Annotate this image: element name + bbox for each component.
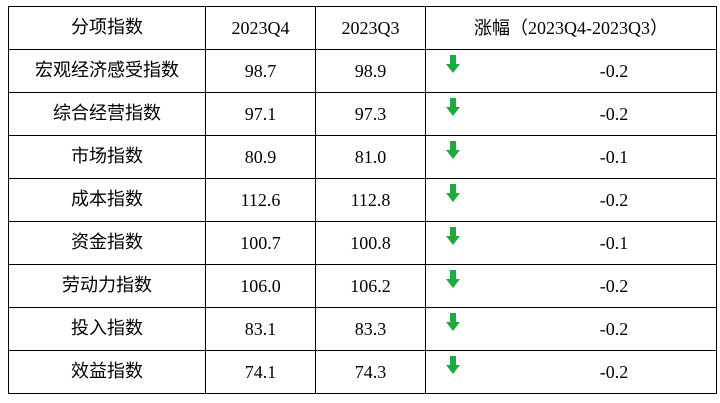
change-value: -0.2	[599, 362, 629, 382]
row-2023q3: 112.8	[315, 178, 426, 222]
row-2023q3: 106.2	[315, 264, 426, 308]
change-value: -0.1	[599, 147, 629, 167]
down-arrow-icon	[446, 98, 460, 116]
row-change: -0.2	[425, 92, 717, 136]
row-name: 综合经营指数	[8, 92, 206, 136]
table-body: 宏观经济感受指数 98.7 98.9 -0.2 综合经营指数 97.1 97.3…	[8, 49, 717, 394]
row-change: -0.2	[425, 264, 717, 308]
row-2023q3: 74.3	[315, 350, 426, 394]
change-value: -0.2	[599, 104, 629, 124]
down-arrow-icon	[446, 184, 460, 202]
change-value: -0.1	[599, 233, 629, 253]
change-value: -0.2	[599, 319, 629, 339]
row-2023q4: 100.7	[205, 221, 316, 265]
table-row: 效益指数 74.1 74.3 -0.2	[8, 350, 717, 394]
down-arrow-icon	[446, 141, 460, 159]
table-row: 投入指数 83.1 83.3 -0.2	[8, 307, 717, 351]
row-change: -0.2	[425, 49, 717, 93]
row-name: 成本指数	[8, 178, 206, 222]
table-row: 资金指数 100.7 100.8 -0.1	[8, 221, 717, 265]
header-sub-index: 分项指数	[8, 6, 206, 50]
down-arrow-icon	[446, 227, 460, 245]
row-2023q3: 97.3	[315, 92, 426, 136]
row-2023q4: 80.9	[205, 135, 316, 179]
table-row: 综合经营指数 97.1 97.3 -0.2	[8, 92, 717, 136]
row-change: -0.1	[425, 221, 717, 265]
down-arrow-icon	[446, 270, 460, 288]
change-value: -0.2	[599, 61, 629, 81]
down-arrow-icon	[446, 313, 460, 331]
table-row: 成本指数 112.6 112.8 -0.2	[8, 178, 717, 222]
row-change: -0.2	[425, 350, 717, 394]
row-2023q4: 106.0	[205, 264, 316, 308]
row-name: 市场指数	[8, 135, 206, 179]
row-2023q4: 74.1	[205, 350, 316, 394]
row-2023q3: 100.8	[315, 221, 426, 265]
header-change: 涨幅（2023Q4-2023Q3）	[425, 6, 717, 50]
row-2023q4: 97.1	[205, 92, 316, 136]
header-2023q3: 2023Q3	[315, 6, 426, 50]
down-arrow-icon	[446, 55, 460, 73]
sub-index-table: 分项指数 2023Q4 2023Q3 涨幅（2023Q4-2023Q3） 宏观经…	[8, 6, 717, 394]
row-2023q4: 83.1	[205, 307, 316, 351]
row-change: -0.2	[425, 307, 717, 351]
row-2023q3: 81.0	[315, 135, 426, 179]
table-row: 市场指数 80.9 81.0 -0.1	[8, 135, 717, 179]
table-row: 宏观经济感受指数 98.7 98.9 -0.2	[8, 49, 717, 93]
row-name: 效益指数	[8, 350, 206, 394]
header-change-label: 涨幅	[474, 17, 510, 39]
row-2023q4: 98.7	[205, 49, 316, 93]
header-2023q4: 2023Q4	[205, 6, 316, 50]
row-name: 资金指数	[8, 221, 206, 265]
change-value: -0.2	[599, 276, 629, 296]
header-change-range: （2023Q4-2023Q3）	[510, 17, 668, 38]
row-change: -0.2	[425, 178, 717, 222]
row-2023q3: 83.3	[315, 307, 426, 351]
row-change: -0.1	[425, 135, 717, 179]
row-name: 投入指数	[8, 307, 206, 351]
change-value: -0.2	[599, 190, 629, 210]
row-2023q3: 98.9	[315, 49, 426, 93]
row-2023q4: 112.6	[205, 178, 316, 222]
down-arrow-icon	[446, 356, 460, 374]
table-row: 劳动力指数 106.0 106.2 -0.2	[8, 264, 717, 308]
row-name: 宏观经济感受指数	[8, 49, 206, 93]
row-name: 劳动力指数	[8, 264, 206, 308]
table-header-row: 分项指数 2023Q4 2023Q3 涨幅（2023Q4-2023Q3）	[8, 6, 717, 50]
